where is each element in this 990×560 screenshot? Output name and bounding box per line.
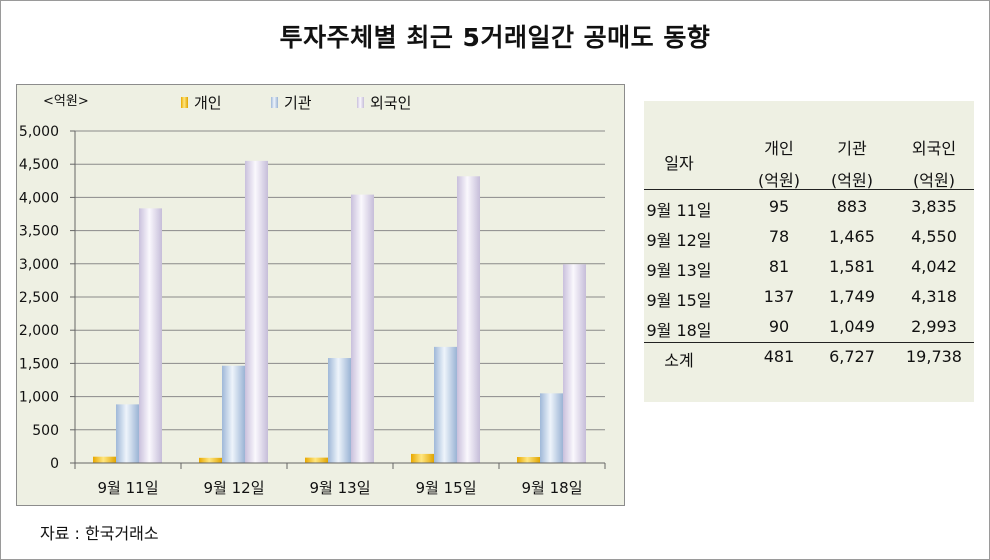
table-row-date: 9월 15일 — [646, 291, 712, 310]
y-tick-label: 4,500 — [19, 157, 59, 173]
x-tick-label: 9월 15일 — [416, 479, 477, 497]
bar-institution — [222, 365, 245, 463]
table-cell: 1,581 — [829, 257, 875, 276]
table-cell: 4,550 — [911, 227, 957, 246]
x-tick-label: 9월 11일 — [98, 479, 159, 497]
y-tick-label: 1,500 — [19, 356, 59, 372]
x-tick-label: 9월 18일 — [522, 479, 583, 497]
table-cell: 137 — [763, 287, 795, 306]
bar-individual — [411, 453, 434, 463]
table-cell: 78 — [768, 227, 790, 246]
table-cell: 81 — [768, 257, 790, 276]
table-total-cell: 481 — [763, 347, 795, 366]
table-header: 기관 — [837, 139, 867, 158]
page-title: 투자주체별 최근 5거래일간 공매도 동향 — [279, 23, 711, 52]
bar-foreign — [245, 160, 268, 463]
table-cell: 883 — [836, 197, 868, 216]
data-table: 일자 개인 (억원) 기관 (억원) 외국인 (억원) 9월 11일 95 883 3,835 9월 … — [644, 101, 974, 402]
table-cell: 95 — [768, 197, 790, 216]
y-tick-label: 0 — [50, 456, 59, 472]
table-total-rule — [644, 342, 974, 343]
bar-individual — [305, 457, 328, 463]
table-header: 외국인 — [911, 139, 957, 158]
y-tick-label: 2,500 — [19, 290, 59, 306]
table-row-date: 9월 12일 — [646, 231, 712, 250]
table-total-label: 소계 — [664, 351, 694, 370]
y-tick-label: 3,500 — [19, 224, 59, 240]
table-row-date: 9월 13일 — [646, 261, 712, 280]
bar-foreign — [351, 194, 374, 463]
bar-chart: <억원> 개인 기관 외국인 0 500 1,000 1,500 2,000 2,500 3,0… — [19, 94, 606, 497]
x-tick-label: 9월 13일 — [310, 479, 371, 497]
bar-institution — [434, 346, 457, 463]
y-tick-label: 500 — [32, 423, 59, 439]
bar-individual — [199, 457, 222, 463]
legend-label: 외국인 — [370, 94, 411, 112]
y-tick-label: 1,000 — [19, 390, 59, 406]
legend-swatch — [271, 97, 278, 108]
bar-institution — [540, 393, 563, 463]
table-header: 개인 — [764, 139, 794, 158]
chart-panel: <억원> 개인 기관 외국인 0 500 1,000 1,500 2,000 2,500 3,0… — [16, 84, 625, 506]
bar-foreign — [139, 208, 162, 463]
legend-label: 개인 — [194, 94, 222, 112]
table-cell: 4,318 — [911, 287, 957, 306]
table-cell: 1,049 — [829, 317, 875, 336]
source-note: 자료 : 한국거래소 — [40, 524, 159, 543]
bar-foreign — [563, 264, 586, 463]
legend-swatch — [357, 97, 364, 108]
y-unit-label: <억원> — [43, 94, 89, 109]
table-row-date: 9월 18일 — [646, 321, 712, 340]
table-cell: 1,749 — [829, 287, 875, 306]
y-tick-label: 3,000 — [19, 257, 59, 273]
bar-individual — [93, 456, 116, 463]
table-header-unit: (억원) — [913, 171, 955, 190]
y-tick-label: 4,000 — [19, 190, 59, 206]
table-header-unit: (억원) — [758, 171, 800, 190]
bar-foreign — [457, 176, 480, 463]
y-tick-label: 5,000 — [19, 124, 59, 140]
table-header: 일자 — [664, 154, 694, 173]
legend-swatch — [181, 97, 188, 108]
table-cell: 4,042 — [911, 257, 957, 276]
legend-label: 기관 — [284, 94, 312, 112]
table-header-rule — [644, 189, 974, 190]
y-tick-label: 2,000 — [19, 323, 59, 339]
bar-individual — [517, 457, 540, 463]
table-cell: 1,465 — [829, 227, 875, 246]
table-cell: 2,993 — [911, 317, 957, 336]
bar-institution — [116, 404, 139, 463]
x-tick-label: 9월 12일 — [204, 479, 265, 497]
table-cell: 3,835 — [911, 197, 957, 216]
bar-institution — [328, 358, 351, 463]
table-total-cell: 6,727 — [829, 347, 875, 366]
table-cell: 90 — [768, 317, 790, 336]
table-row-date: 9월 11일 — [646, 201, 712, 220]
table-total-cell: 19,738 — [906, 347, 962, 366]
table-header-unit: (억원) — [831, 171, 873, 190]
